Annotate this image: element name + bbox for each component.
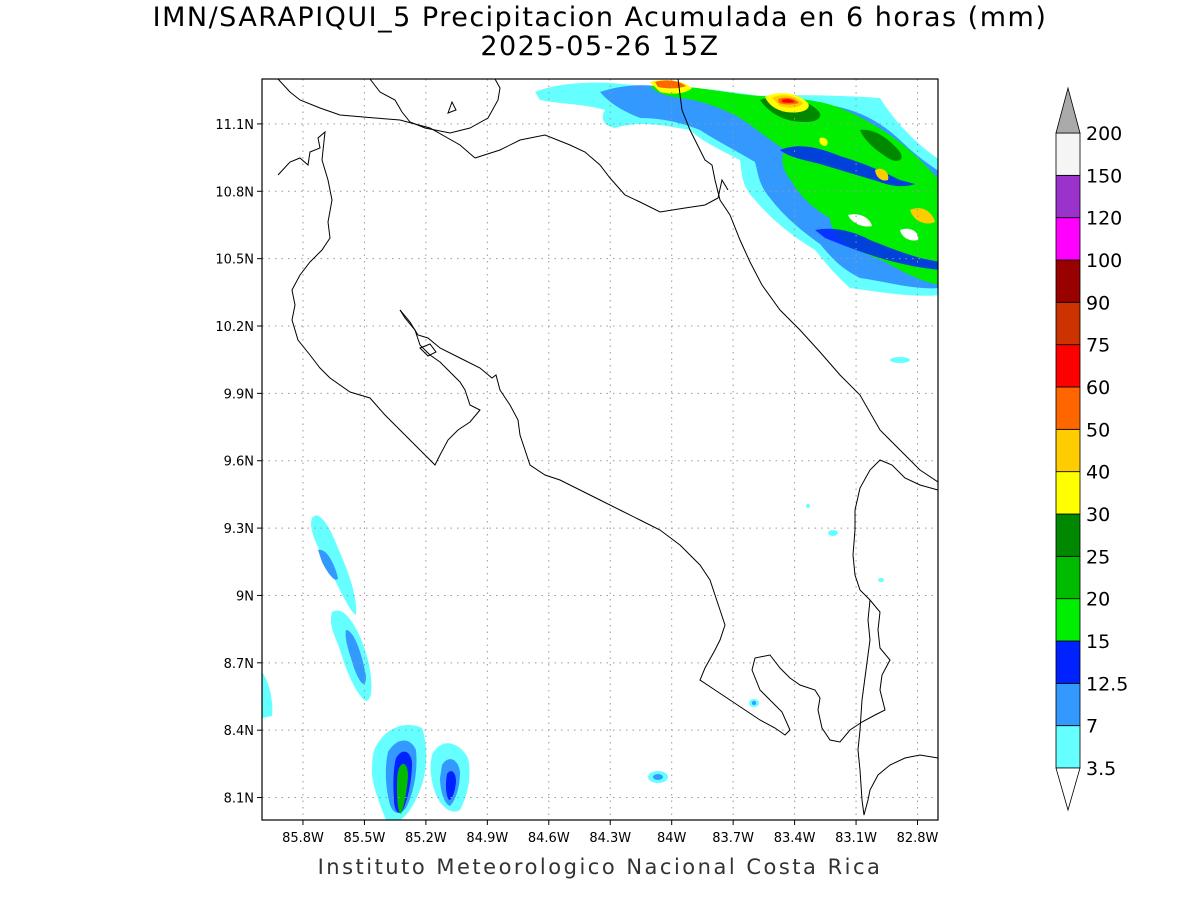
panama-border <box>857 599 938 816</box>
lat-tick-label: 10.5N <box>215 253 254 268</box>
lon-tick-label: 83.4W <box>774 831 816 846</box>
lon-tick-label: 85.2W <box>405 831 447 846</box>
lon-tick-label: 83.1W <box>835 831 877 846</box>
nicaragua-coast-north <box>277 79 476 159</box>
lon-tick-label: 82.8W <box>897 831 939 846</box>
colorbar-min-arrow <box>1055 767 1081 812</box>
lake-island-nicoya <box>419 343 437 357</box>
colorbar-level-label: 60 <box>1086 377 1110 399</box>
colorbar-swatch <box>1055 217 1081 261</box>
colorbar-swatch <box>1055 386 1081 430</box>
lat-tick-label: 10.8N <box>215 185 254 200</box>
colorbar-swatch <box>1055 428 1081 473</box>
colorbar-level-label: 120 <box>1086 208 1122 230</box>
colorbar-swatch <box>1055 598 1081 642</box>
colorbar-swatch <box>1055 471 1081 515</box>
lat-tick-label: 8.4N <box>224 724 254 739</box>
lake-nicaragua-shore <box>369 79 501 134</box>
colorbar-level-label: 20 <box>1086 589 1110 611</box>
caribbean-coast <box>677 79 938 483</box>
colorbar-swatch <box>1055 640 1081 684</box>
colorbar-level-label: 50 <box>1086 419 1110 441</box>
footer-credit: Instituto Meteorologico Nacional Costa R… <box>317 855 883 879</box>
gulf-of-nicoya-shore <box>399 309 938 743</box>
colorbar-level-label: 12.5 <box>1086 673 1128 695</box>
map-subtitle-datetime: 2025-05-26 15Z <box>480 31 720 62</box>
precipitation-field <box>262 80 938 820</box>
colorbar-max-arrow <box>1055 86 1081 134</box>
graticule-grid <box>262 79 938 820</box>
colorbar-level-label: 15 <box>1086 631 1110 653</box>
colorbar-level-label: 40 <box>1086 462 1110 484</box>
longitude-axis: 85.8W 85.5W 85.2W 84.9W 84.6W 84.3W 84W 83.7W 83… <box>282 820 939 846</box>
lat-tick-label: 9.3N <box>224 522 254 537</box>
rain-cells-small <box>262 357 910 783</box>
colorbar-swatch <box>1055 513 1081 557</box>
lon-tick-label: 84.6W <box>528 831 570 846</box>
lat-tick-label: 8.1N <box>224 792 254 807</box>
rain-area-caribbean <box>535 80 938 296</box>
colorbar-level-label: 30 <box>1086 504 1110 526</box>
lon-tick-label: 84W <box>657 831 687 846</box>
lat-tick-label: 11.1N <box>215 118 254 133</box>
colorbar-level-label: 100 <box>1086 250 1122 272</box>
lon-tick-label: 85.8W <box>282 831 324 846</box>
lat-tick-label: 9.9N <box>224 387 254 402</box>
colorbar-swatch <box>1055 259 1081 303</box>
pacific-coast-guanacaste <box>277 130 481 466</box>
colorbar-swatch <box>1055 344 1081 388</box>
latitude-axis: 8.1N 8.4N 8.7N 9N 9.3N 9.6N 9.9N 10.2N 10.5N 10.8… <box>215 118 262 807</box>
coastlines-and-borders <box>277 79 938 816</box>
lon-tick-label: 83.7W <box>712 831 754 846</box>
colorbar-level-label: 25 <box>1086 546 1110 568</box>
lat-tick-label: 10.2N <box>215 320 254 335</box>
map-frame <box>261 78 939 821</box>
colorbar-swatch <box>1055 174 1081 219</box>
colorbar-swatch <box>1055 682 1081 727</box>
colorbar-swatch <box>1055 725 1081 769</box>
nicaragua-costa-rica-border <box>474 134 729 213</box>
lon-tick-label: 84.3W <box>589 831 631 846</box>
lon-tick-label: 85.5W <box>344 831 386 846</box>
colorbar-swatch <box>1055 301 1081 346</box>
colorbar-level-label: 200 <box>1086 123 1122 145</box>
colorbar-legend: 3.5 7 12.5 15 20 25 30 40 50 60 75 90 100 120 150 200 <box>1055 86 1128 812</box>
lon-tick-label: 84.9W <box>466 831 508 846</box>
colorbar-swatch <box>1055 555 1081 600</box>
colorbar-level-label: 150 <box>1086 165 1122 187</box>
lake-island <box>447 100 457 114</box>
colorbar-swatch <box>1055 132 1081 176</box>
lat-tick-label: 9.6N <box>224 455 254 470</box>
colorbar-level-label: 75 <box>1086 335 1110 357</box>
lat-tick-label: 9N <box>236 589 254 604</box>
colorbar-level-label: 7 <box>1086 716 1098 738</box>
map-title: IMN/SARAPIQUI_5 Precipitacion Acumulada … <box>152 2 1048 33</box>
lat-tick-label: 8.7N <box>224 657 254 672</box>
rain-area-pacific <box>311 515 470 820</box>
colorbar-level-label: 90 <box>1086 292 1110 314</box>
colorbar-level-label: 3.5 <box>1086 758 1116 780</box>
